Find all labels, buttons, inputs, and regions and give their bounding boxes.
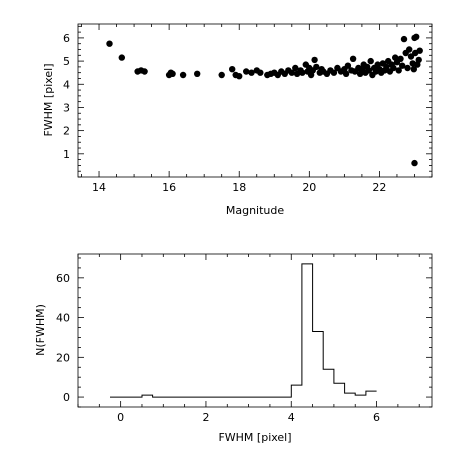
scatter-point bbox=[395, 67, 402, 74]
scatter-y-tick-label: 4 bbox=[63, 78, 70, 91]
histogram-y-tick-label: 40 bbox=[56, 312, 70, 325]
scatter-point bbox=[344, 62, 352, 69]
histogram-x-tick-label: 4 bbox=[288, 411, 295, 424]
scatter-point bbox=[288, 69, 295, 76]
scatter-point bbox=[118, 54, 126, 61]
scatter-point bbox=[311, 56, 318, 64]
scatter-x-tick-label: 16 bbox=[162, 181, 176, 194]
histogram-x-axis-label: FWHM [pixel] bbox=[218, 431, 291, 444]
scatter-point bbox=[399, 62, 406, 69]
scatter-point bbox=[349, 55, 357, 62]
scatter-point bbox=[236, 73, 243, 80]
scatter-point bbox=[292, 64, 299, 72]
scatter-point bbox=[365, 67, 373, 74]
scatter-point bbox=[330, 69, 338, 76]
scatter-point bbox=[367, 57, 374, 65]
scatter-point bbox=[248, 69, 255, 76]
scatter-point bbox=[406, 46, 413, 53]
scatter-point bbox=[397, 55, 404, 62]
histogram-x-tick-label: 6 bbox=[373, 411, 380, 424]
scatter-plot-frame bbox=[77, 23, 433, 178]
scatter-point bbox=[416, 47, 423, 54]
histogram-step-line bbox=[110, 263, 377, 398]
histogram-plot-frame bbox=[77, 253, 433, 408]
scatter-point bbox=[410, 66, 417, 73]
scatter-x-tick-label: 22 bbox=[372, 181, 386, 194]
scatter-y-tick-label: 1 bbox=[63, 148, 70, 161]
scatter-point bbox=[243, 68, 250, 75]
scatter-point bbox=[313, 63, 320, 71]
scatter-point bbox=[299, 69, 306, 76]
histogram-y-tick-label: 60 bbox=[56, 272, 70, 285]
scatter-point bbox=[179, 71, 187, 79]
scatter-x-tick-label: 18 bbox=[232, 181, 246, 194]
scatter-point bbox=[342, 70, 350, 78]
scatter-x-axis-label: Magnitude bbox=[226, 204, 285, 217]
scatter-panel: 14 16 18 20 22 1 2 3 4 5 6 Magnitude FWHM [pixel] bbox=[42, 23, 433, 217]
histogram-x-tick-label: 2 bbox=[202, 411, 209, 424]
scatter-y-tick-label: 3 bbox=[63, 101, 70, 114]
scatter-y-axis-label: FWHM [pixel] bbox=[42, 63, 55, 136]
histogram-x-tick-label: 0 bbox=[117, 411, 124, 424]
scatter-point bbox=[411, 159, 418, 167]
scatter-point bbox=[413, 33, 420, 40]
scatter-point bbox=[169, 70, 176, 78]
histogram-y-axis-label: N(FWHM) bbox=[34, 304, 47, 356]
scatter-ticks: 14 16 18 20 22 1 2 3 4 5 6 bbox=[63, 24, 433, 194]
scatter-y-tick-label: 2 bbox=[63, 125, 70, 138]
histogram-y-tick-label: 20 bbox=[56, 351, 70, 364]
scatter-point bbox=[106, 40, 113, 47]
scatter-y-tick-label: 6 bbox=[63, 32, 70, 45]
scatter-point bbox=[407, 53, 415, 60]
scatter-points bbox=[106, 33, 423, 167]
scatter-point bbox=[229, 66, 236, 73]
scatter-point bbox=[383, 63, 390, 71]
scatter-x-tick-label: 14 bbox=[92, 181, 106, 194]
scatter-point bbox=[400, 35, 408, 43]
scatter-point bbox=[404, 64, 411, 72]
scatter-point bbox=[390, 64, 397, 72]
histogram-y-tick-label: 0 bbox=[63, 391, 70, 404]
scatter-y-tick-label: 5 bbox=[63, 55, 70, 68]
scatter-x-tick-label: 20 bbox=[302, 181, 316, 194]
scatter-point bbox=[415, 56, 422, 64]
scatter-point bbox=[218, 71, 225, 79]
scatter-point bbox=[194, 70, 201, 78]
scatter-point bbox=[257, 69, 264, 76]
scatter-point bbox=[141, 68, 148, 75]
